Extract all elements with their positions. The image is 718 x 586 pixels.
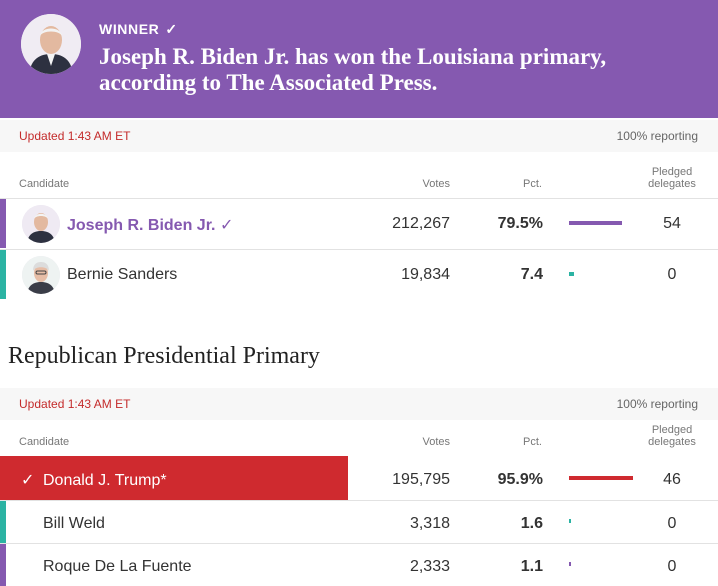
- candidate-name: Bernie Sanders: [67, 266, 178, 283]
- section-title: Republican Presidential Primary: [8, 343, 320, 369]
- header-pct: Pct.: [523, 436, 542, 448]
- vote-count: 2,333: [409, 558, 450, 575]
- table-row-sanders[interactable]: Bernie Sanders 19,834 7.4 0: [0, 249, 718, 299]
- header-pct: Pct.: [523, 178, 542, 190]
- header-candidate: Candidate: [19, 178, 70, 190]
- party-stripe: [0, 544, 6, 586]
- person-portrait-icon: [22, 256, 60, 294]
- updated-time: Updated 1:43 AM ET: [19, 129, 131, 143]
- party-stripe: [0, 199, 6, 248]
- percent-bar: [569, 272, 574, 276]
- pledged-delegates: 0: [667, 558, 677, 575]
- candidate-name: Roque De La Fuente: [43, 558, 192, 575]
- person-portrait-icon: [22, 205, 60, 243]
- table-row-biden[interactable]: Joseph R. Biden Jr. ✓ 212,267 79.5% 54: [0, 198, 718, 248]
- percent-bar: [569, 562, 571, 566]
- vote-percent: 95.9%: [497, 471, 543, 488]
- percent-bar: [569, 476, 633, 480]
- winner-headline: Joseph R. Biden Jr. has won the Louisian…: [99, 44, 607, 95]
- checkmark-icon: ✓: [219, 217, 234, 234]
- header-delegates: Pledged delegates: [648, 166, 696, 190]
- vote-percent: 7.4: [520, 266, 543, 283]
- biden-avatar: [21, 14, 81, 74]
- header-votes: Votes: [422, 436, 450, 448]
- rep-column-headers: Candidate Votes Pct. Pledged delegates: [0, 414, 718, 454]
- vote-count: 195,795: [392, 471, 450, 488]
- header-votes: Votes: [422, 178, 450, 190]
- candidate-name: Donald J. Trump*: [43, 472, 167, 489]
- percent-bar: [569, 519, 571, 523]
- table-row-weld[interactable]: Bill Weld 3,318 1.6 0: [0, 500, 718, 543]
- table-row-trump[interactable]: ✓ Donald J. Trump* 195,795 95.9% 46: [0, 456, 718, 500]
- candidate-avatar: [22, 256, 60, 294]
- table-row-de-la-fuente[interactable]: Roque De La Fuente 2,333 1.1 0: [0, 543, 718, 586]
- candidate-avatar: [22, 205, 60, 243]
- candidate-name: Joseph R. Biden Jr. ✓: [67, 217, 234, 234]
- dem-column-headers: Candidate Votes Pct. Pledged delegates: [0, 156, 718, 196]
- pledged-delegates: 0: [667, 515, 677, 532]
- vote-count: 212,267: [392, 215, 450, 232]
- vote-count: 19,834: [401, 266, 450, 283]
- dem-update-bar: Updated 1:43 AM ET 100% reporting: [0, 120, 718, 152]
- winner-cell: ✓ Donald J. Trump*: [0, 456, 348, 500]
- rep-update-bar: Updated 1:43 AM ET 100% reporting: [0, 388, 718, 420]
- pledged-delegates: 0: [667, 266, 677, 283]
- candidate-name: Bill Weld: [43, 515, 105, 532]
- party-stripe: [0, 250, 6, 299]
- person-portrait-icon: [21, 14, 81, 74]
- checkmark-icon: ✓: [165, 21, 178, 37]
- pledged-delegates: 54: [663, 215, 681, 232]
- header-delegates: Pledged delegates: [648, 424, 696, 448]
- checkmark-icon: ✓: [21, 472, 35, 489]
- header-candidate: Candidate: [19, 436, 70, 448]
- winner-label: WINNER ✓: [99, 21, 178, 37]
- winner-banner: WINNER ✓ Joseph R. Biden Jr. has won the …: [0, 0, 718, 118]
- vote-count: 3,318: [409, 515, 450, 532]
- vote-percent: 1.1: [520, 558, 543, 575]
- vote-percent: 79.5%: [497, 215, 543, 232]
- reporting-status: 100% reporting: [616, 129, 698, 143]
- pledged-delegates: 46: [663, 471, 681, 488]
- percent-bar: [569, 221, 622, 225]
- updated-time: Updated 1:43 AM ET: [19, 397, 131, 411]
- reporting-status: 100% reporting: [616, 397, 698, 411]
- party-stripe: [0, 501, 6, 543]
- vote-percent: 1.6: [520, 515, 543, 532]
